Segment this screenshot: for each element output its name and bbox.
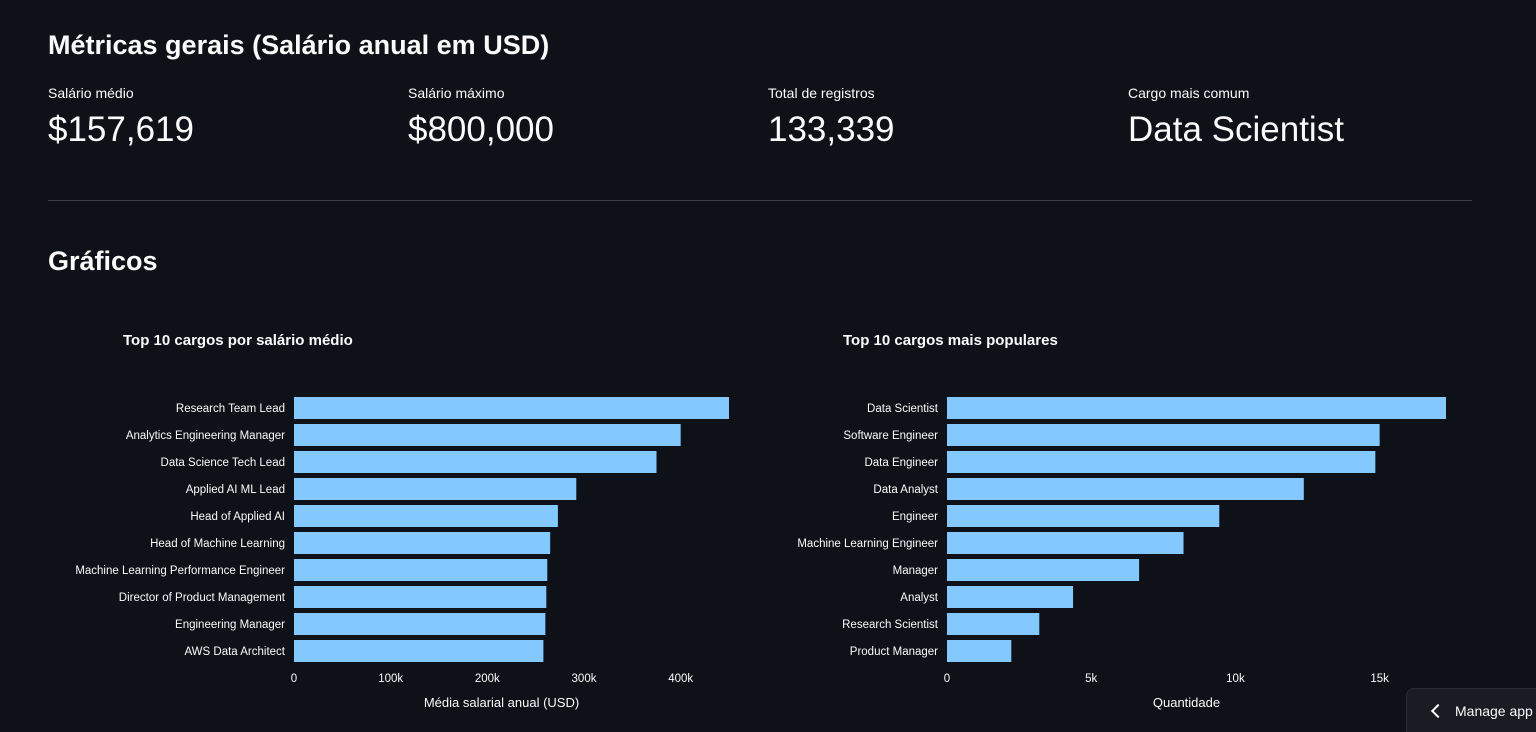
chevron-left-icon xyxy=(1430,703,1446,718)
metric-total-records: Total de registros 133,339 xyxy=(768,84,1108,152)
bar[interactable] xyxy=(294,478,577,500)
x-tick-label: 0 xyxy=(944,673,950,685)
bar[interactable] xyxy=(294,532,551,554)
y-tick-label: Head of Applied AI xyxy=(190,511,285,523)
x-tick-label: 200k xyxy=(475,673,500,685)
y-tick-label: Software Engineer xyxy=(843,430,938,442)
metrics-section-title: Métricas gerais (Salário anual em USD) xyxy=(48,30,550,60)
metric-value: $800,000 xyxy=(408,110,554,149)
x-tick-label: 400k xyxy=(668,673,693,685)
manage-app-label: Manage app xyxy=(1455,702,1533,719)
x-tick-label: 5k xyxy=(1085,673,1097,685)
bar[interactable] xyxy=(294,613,546,635)
manage-app-button[interactable]: Manage app xyxy=(1406,688,1536,732)
y-tick-label: Applied AI ML Lead xyxy=(186,484,285,496)
metric-label: Salário médio xyxy=(48,85,134,101)
bar[interactable] xyxy=(947,451,1376,473)
y-tick-label: Analytics Engineering Manager xyxy=(126,430,285,442)
y-tick-label: Product Manager xyxy=(850,646,938,658)
bar[interactable] xyxy=(947,613,1040,635)
metric-label: Salário máximo xyxy=(408,85,505,101)
bar[interactable] xyxy=(294,424,681,446)
metric-max-salary: Salário máximo $800,000 xyxy=(408,84,748,152)
y-tick-label: Engineer xyxy=(892,511,938,523)
x-tick-label: 100k xyxy=(378,673,403,685)
bar[interactable] xyxy=(947,397,1446,419)
bar[interactable] xyxy=(294,559,548,581)
chart-title: Top 10 cargos mais populares xyxy=(843,332,1058,349)
bar[interactable] xyxy=(947,640,1012,662)
y-tick-label: Data Analyst xyxy=(873,484,938,496)
bar[interactable] xyxy=(947,559,1140,581)
bar[interactable] xyxy=(294,505,558,527)
y-tick-label: Data Scientist xyxy=(867,403,939,415)
y-tick-label: AWS Data Architect xyxy=(184,646,285,658)
bar[interactable] xyxy=(294,451,657,473)
x-axis-title: Quantidade xyxy=(1153,695,1220,710)
x-tick-label: 300k xyxy=(572,673,597,685)
y-tick-label: Data Science Tech Lead xyxy=(161,457,285,469)
metric-value: $157,619 xyxy=(48,110,194,149)
y-tick-label: Head of Machine Learning xyxy=(150,538,285,550)
chart-top-popular: Top 10 cargos mais populares Data Scienti… xyxy=(797,332,1446,710)
section-divider xyxy=(48,200,1472,201)
bar[interactable] xyxy=(947,505,1220,527)
y-tick-label: Research Team Lead xyxy=(176,403,285,415)
metric-label: Cargo mais comum xyxy=(1128,85,1250,101)
x-tick-label: 15k xyxy=(1370,673,1389,685)
metric-label: Total de registros xyxy=(768,85,875,101)
y-tick-label: Analyst xyxy=(900,592,939,604)
metric-value: Data Scientist xyxy=(1128,110,1344,149)
bar[interactable] xyxy=(947,424,1380,446)
y-tick-label: Engineering Manager xyxy=(175,619,285,631)
bar[interactable] xyxy=(947,478,1304,500)
y-tick-label: Research Scientist xyxy=(842,619,939,631)
x-tick-label: 10k xyxy=(1226,673,1245,685)
bar[interactable] xyxy=(294,640,544,662)
bar[interactable] xyxy=(947,532,1184,554)
x-axis-title: Média salarial anual (USD) xyxy=(424,695,579,710)
x-tick-label: 0 xyxy=(291,673,297,685)
y-tick-label: Machine Learning Performance Engineer xyxy=(75,565,285,577)
metric-value: 133,339 xyxy=(768,110,895,149)
graphs-section-title: Gráficos xyxy=(48,246,158,276)
y-tick-label: Machine Learning Engineer xyxy=(797,538,938,550)
y-tick-label: Data Engineer xyxy=(864,457,938,469)
metric-average-salary: Salário médio $157,619 xyxy=(48,84,388,152)
y-tick-label: Director of Product Management xyxy=(119,592,286,604)
metric-most-common-role: Cargo mais comum Data Scientist xyxy=(1128,84,1468,152)
bar[interactable] xyxy=(294,586,547,608)
y-tick-label: Manager xyxy=(893,565,939,577)
chart-top-salary: Top 10 cargos por salário médio Research … xyxy=(75,332,729,710)
bar[interactable] xyxy=(947,586,1074,608)
bar[interactable] xyxy=(294,397,729,419)
chart-title: Top 10 cargos por salário médio xyxy=(123,332,353,349)
